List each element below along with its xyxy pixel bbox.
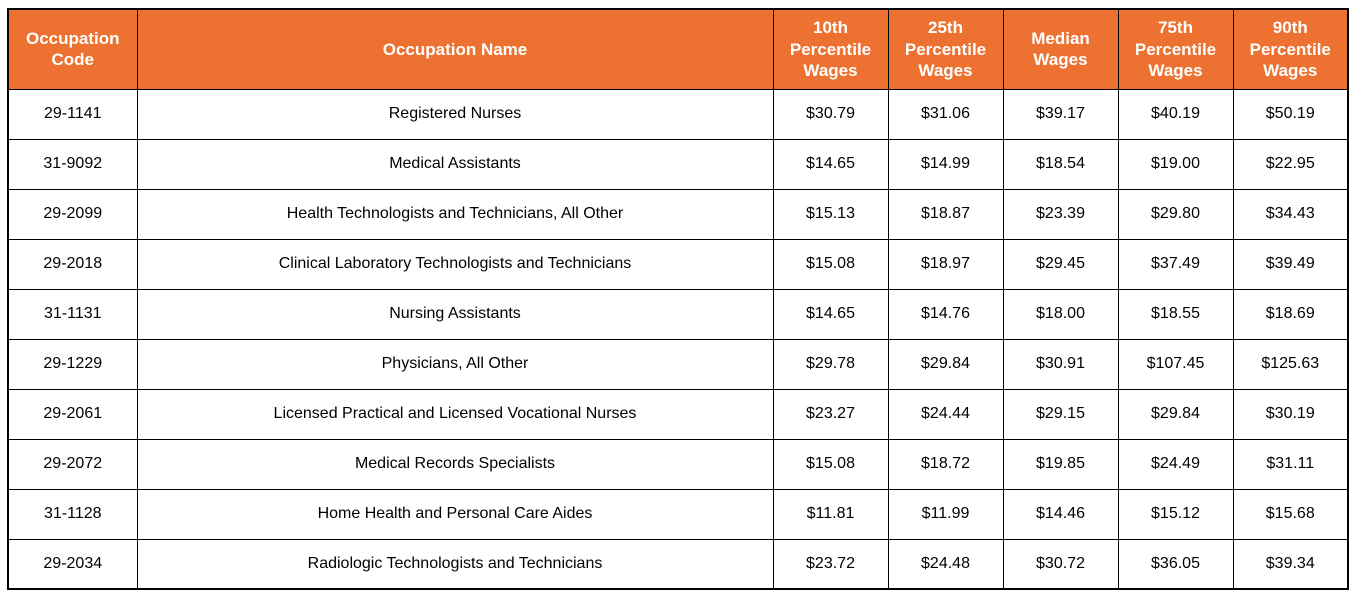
wage-90th-percentile-cell: $34.43 [1232, 188, 1349, 240]
wage-median-cell: $14.46 [1002, 488, 1119, 540]
wage-10th-percentile-cell: $11.81 [772, 488, 889, 540]
occupation-code-cell: 29-2034 [7, 538, 138, 590]
header-occupation-name: Occupation Name [136, 8, 774, 90]
wage-median-cell: $39.17 [1002, 88, 1119, 140]
wage-90th-percentile-cell: $125.63 [1232, 338, 1349, 390]
wage-median-cell: $18.54 [1002, 138, 1119, 190]
wage-75th-percentile-cell: $15.12 [1117, 488, 1234, 540]
header-occupation-code: Occupation Code [7, 8, 138, 90]
wage-25th-percentile-cell: $31.06 [887, 88, 1004, 140]
wage-25th-percentile-cell: $18.87 [887, 188, 1004, 240]
occupation-name-cell: Health Technologists and Technicians, Al… [136, 188, 774, 240]
wage-25th-percentile-cell: $24.48 [887, 538, 1004, 590]
occupation-code-cell: 31-1131 [7, 288, 138, 340]
occupation-code-cell: 31-9092 [7, 138, 138, 190]
wage-25th-percentile-cell: $14.76 [887, 288, 1004, 340]
wage-75th-percentile-cell: $29.80 [1117, 188, 1234, 240]
occupation-name-cell: Clinical Laboratory Technologists and Te… [136, 238, 774, 290]
wage-90th-percentile-cell: $30.19 [1232, 388, 1349, 440]
wage-75th-percentile-cell: $40.19 [1117, 88, 1234, 140]
wage-75th-percentile-cell: $29.84 [1117, 388, 1234, 440]
occupation-code-cell: 31-1128 [7, 488, 138, 540]
header-90th-percentile-wages: 90th Percentile Wages [1232, 8, 1349, 90]
wage-median-cell: $19.85 [1002, 438, 1119, 490]
wage-10th-percentile-cell: $30.79 [772, 88, 889, 140]
wage-90th-percentile-cell: $50.19 [1232, 88, 1349, 140]
wage-25th-percentile-cell: $14.99 [887, 138, 1004, 190]
table-row: 29-1229 Physicians, All Other $29.78 $29… [7, 338, 1349, 390]
occupation-code-cell: 29-2072 [7, 438, 138, 490]
occupation-code-cell: 29-1229 [7, 338, 138, 390]
header-25th-percentile-wages: 25th Percentile Wages [887, 8, 1004, 90]
occupation-name-cell: Home Health and Personal Care Aides [136, 488, 774, 540]
table-row: 29-1141 Registered Nurses $30.79 $31.06 … [7, 88, 1349, 140]
wage-median-cell: $29.15 [1002, 388, 1119, 440]
wage-90th-percentile-cell: $15.68 [1232, 488, 1349, 540]
table-row: 31-1131 Nursing Assistants $14.65 $14.76… [7, 288, 1349, 340]
wage-25th-percentile-cell: $18.72 [887, 438, 1004, 490]
occupation-wages-table: Occupation Code Occupation Name 10th Per… [7, 8, 1349, 590]
wage-10th-percentile-cell: $29.78 [772, 338, 889, 390]
header-75th-percentile-wages: 75th Percentile Wages [1117, 8, 1234, 90]
wage-median-cell: $18.00 [1002, 288, 1119, 340]
wage-median-cell: $30.91 [1002, 338, 1119, 390]
wage-10th-percentile-cell: $15.08 [772, 438, 889, 490]
wage-25th-percentile-cell: $29.84 [887, 338, 1004, 390]
header-median-wages: Median Wages [1002, 8, 1119, 90]
wage-10th-percentile-cell: $15.13 [772, 188, 889, 240]
wage-90th-percentile-cell: $18.69 [1232, 288, 1349, 340]
table-row: 31-1128 Home Health and Personal Care Ai… [7, 488, 1349, 540]
occupation-name-cell: Radiologic Technologists and Technicians [136, 538, 774, 590]
table-row: 29-2099 Health Technologists and Technic… [7, 188, 1349, 240]
wage-90th-percentile-cell: $39.49 [1232, 238, 1349, 290]
occupation-code-cell: 29-1141 [7, 88, 138, 140]
table-row: 29-2061 Licensed Practical and Licensed … [7, 388, 1349, 440]
table-row: 29-2034 Radiologic Technologists and Tec… [7, 538, 1349, 590]
wage-75th-percentile-cell: $24.49 [1117, 438, 1234, 490]
wage-median-cell: $30.72 [1002, 538, 1119, 590]
occupation-name-cell: Physicians, All Other [136, 338, 774, 390]
wage-10th-percentile-cell: $14.65 [772, 288, 889, 340]
wage-75th-percentile-cell: $36.05 [1117, 538, 1234, 590]
occupation-name-cell: Nursing Assistants [136, 288, 774, 340]
table-row: 29-2072 Medical Records Specialists $15.… [7, 438, 1349, 490]
table-row: 31-9092 Medical Assistants $14.65 $14.99… [7, 138, 1349, 190]
occupation-code-cell: 29-2018 [7, 238, 138, 290]
table-body: 29-1141 Registered Nurses $30.79 $31.06 … [7, 88, 1349, 590]
occupation-name-cell: Medical Assistants [136, 138, 774, 190]
wage-75th-percentile-cell: $37.49 [1117, 238, 1234, 290]
wage-10th-percentile-cell: $23.27 [772, 388, 889, 440]
wage-median-cell: $23.39 [1002, 188, 1119, 240]
occupation-name-cell: Licensed Practical and Licensed Vocation… [136, 388, 774, 440]
wage-25th-percentile-cell: $24.44 [887, 388, 1004, 440]
wage-90th-percentile-cell: $39.34 [1232, 538, 1349, 590]
wage-median-cell: $29.45 [1002, 238, 1119, 290]
occupation-name-cell: Medical Records Specialists [136, 438, 774, 490]
wage-90th-percentile-cell: $31.11 [1232, 438, 1349, 490]
wage-75th-percentile-cell: $18.55 [1117, 288, 1234, 340]
wage-75th-percentile-cell: $19.00 [1117, 138, 1234, 190]
header-10th-percentile-wages: 10th Percentile Wages [772, 8, 889, 90]
occupation-name-cell: Registered Nurses [136, 88, 774, 140]
wage-90th-percentile-cell: $22.95 [1232, 138, 1349, 190]
table-row: 29-2018 Clinical Laboratory Technologist… [7, 238, 1349, 290]
header-row: Occupation Code Occupation Name 10th Per… [7, 8, 1349, 90]
wage-75th-percentile-cell: $107.45 [1117, 338, 1234, 390]
wage-10th-percentile-cell: $15.08 [772, 238, 889, 290]
occupation-code-cell: 29-2061 [7, 388, 138, 440]
occupation-code-cell: 29-2099 [7, 188, 138, 240]
wage-25th-percentile-cell: $18.97 [887, 238, 1004, 290]
wage-10th-percentile-cell: $14.65 [772, 138, 889, 190]
wage-10th-percentile-cell: $23.72 [772, 538, 889, 590]
table-header: Occupation Code Occupation Name 10th Per… [7, 8, 1349, 90]
wage-25th-percentile-cell: $11.99 [887, 488, 1004, 540]
